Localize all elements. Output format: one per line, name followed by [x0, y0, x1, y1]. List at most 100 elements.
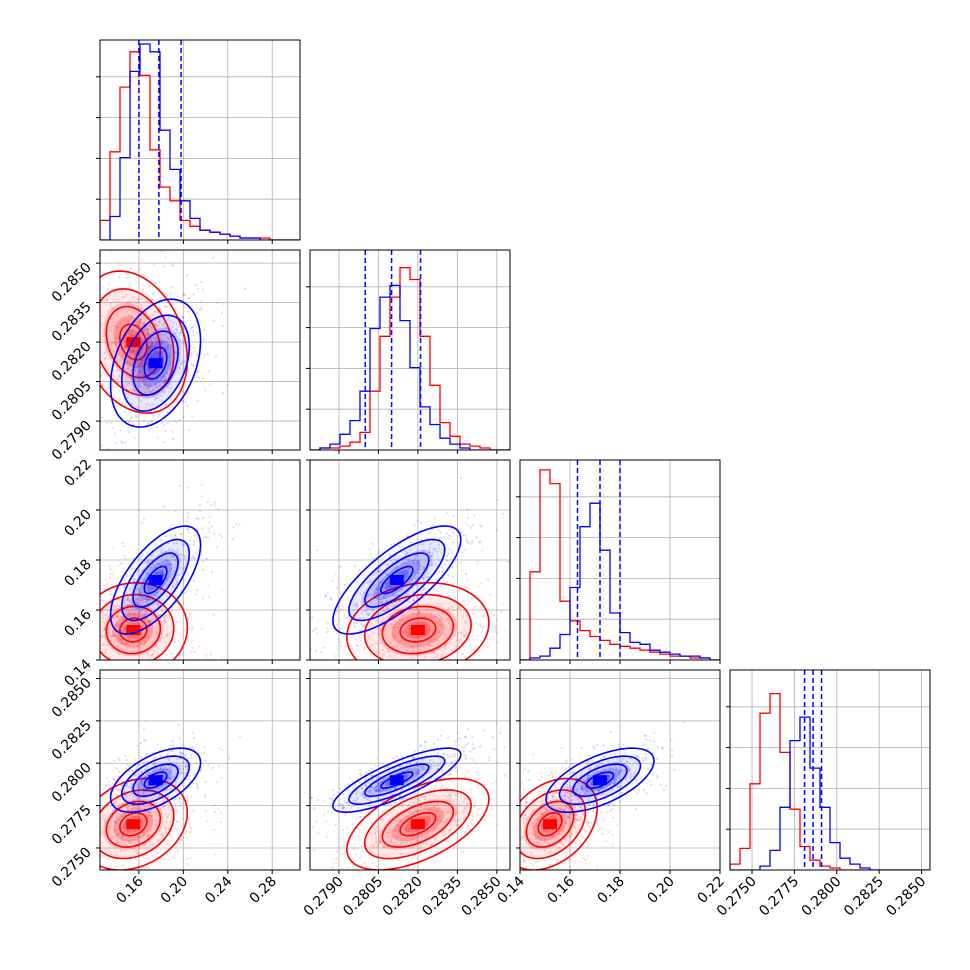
sample-point — [629, 757, 633, 760]
sample-point — [444, 833, 447, 836]
sample-point — [183, 293, 186, 296]
sample-point — [615, 761, 618, 764]
sample-point — [150, 688, 152, 690]
sample-point — [386, 766, 390, 769]
sample-point — [167, 752, 170, 756]
sample-point — [517, 815, 519, 817]
sample-point — [119, 587, 122, 590]
sample-point — [491, 807, 494, 810]
sample-point — [148, 636, 151, 639]
sample-point — [121, 629, 124, 632]
sample-point — [145, 572, 148, 575]
y-tick-label: 0.2790 — [49, 418, 95, 464]
sample-point — [129, 667, 131, 669]
sample-point — [177, 359, 181, 362]
sample-point — [133, 350, 136, 353]
sample-point — [515, 790, 517, 792]
sample-point — [150, 344, 153, 347]
sample-point — [97, 605, 99, 607]
sample-point — [653, 740, 656, 743]
sample-points-red — [313, 743, 510, 870]
sample-point — [136, 374, 139, 377]
sample-point — [600, 786, 603, 789]
sample-point — [159, 588, 162, 591]
sample-point — [77, 339, 79, 341]
sample-point — [491, 782, 495, 785]
sample-point — [347, 866, 350, 870]
sample-point — [441, 785, 444, 788]
sample-point — [116, 310, 119, 313]
sample-point — [422, 768, 425, 771]
sample-point — [155, 595, 158, 598]
sample-point — [540, 824, 543, 827]
sample-point — [481, 607, 484, 611]
sample-point — [575, 813, 578, 816]
contour-line — [118, 812, 148, 837]
sample-point — [169, 360, 172, 363]
sample-point — [382, 639, 385, 642]
sample-point — [162, 824, 165, 827]
sample-point — [387, 607, 390, 611]
sample-point — [342, 852, 345, 855]
sample-point — [415, 595, 418, 599]
sample-point — [370, 774, 373, 778]
sample-point — [437, 529, 440, 532]
sample-point — [636, 791, 639, 794]
sample-point — [146, 562, 149, 565]
sample-point — [480, 524, 483, 528]
sample-point — [123, 410, 127, 413]
sample-point — [129, 841, 132, 845]
sample-point — [441, 769, 444, 772]
sample-point — [573, 826, 577, 829]
sample-point — [137, 615, 140, 619]
sample-point — [152, 650, 155, 653]
sample-point — [114, 787, 117, 790]
x-tick-label: 0.2825 — [841, 874, 887, 920]
histogram-blue-0 — [100, 43, 300, 240]
sample-point — [465, 538, 468, 542]
sample-point — [154, 345, 157, 348]
sample-point — [189, 328, 192, 331]
sample-point — [120, 291, 123, 294]
sample-point — [613, 804, 616, 807]
sample-point — [396, 664, 398, 666]
density-peak — [126, 819, 141, 830]
sample-point — [629, 768, 632, 771]
sample-point — [123, 585, 126, 588]
sample-point — [422, 577, 425, 580]
sample-point — [581, 836, 584, 839]
sample-point — [130, 786, 133, 789]
sample-point — [170, 652, 173, 656]
sample-point — [169, 368, 172, 371]
sample-point — [127, 809, 130, 812]
sample-point — [172, 585, 175, 588]
sample-point — [145, 368, 148, 371]
sample-point — [512, 821, 514, 823]
sample-point — [392, 805, 395, 809]
sample-point — [385, 582, 388, 585]
sample-point — [322, 646, 325, 649]
sample-point — [496, 498, 499, 501]
sample-point — [185, 797, 188, 800]
sample-point — [130, 600, 133, 604]
sample-point — [154, 903, 156, 905]
contour-line — [399, 812, 437, 837]
sample-point — [163, 614, 166, 618]
sample-point — [458, 812, 461, 815]
sample-point — [624, 751, 627, 754]
sample-point — [358, 769, 361, 772]
sample-point — [161, 609, 164, 612]
sample-point — [378, 813, 381, 817]
sample-point — [130, 426, 133, 429]
sample-point — [185, 612, 188, 615]
sample-point — [394, 622, 398, 626]
sample-point — [142, 624, 145, 627]
sample-point — [154, 337, 158, 340]
sample-point — [523, 859, 526, 862]
sample-point — [338, 641, 341, 644]
sample-point — [428, 546, 431, 549]
sample-point — [379, 841, 382, 844]
sample-point — [611, 807, 614, 810]
sample-point — [494, 859, 496, 861]
sample-point — [190, 616, 193, 619]
